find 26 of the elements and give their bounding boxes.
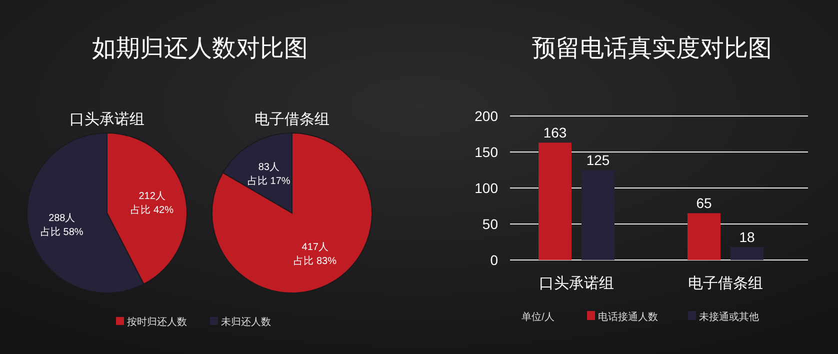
data-label: 65 [696,195,712,212]
y-tick-label: 100 [474,180,498,196]
data-label: 125 [586,152,610,168]
value-label: 417人占比 83% [294,242,337,268]
chart-subtitle: 口头承诺组 [70,111,144,128]
data-label: 163 [543,124,567,141]
y-tick-label: 50 [482,216,498,232]
legend-item: 按时归还人数 [116,317,187,328]
legend-item: 未归还人数 [210,317,271,328]
legend-label: 电话接通人数 [598,311,658,323]
y-tick-label: 150 [474,144,498,160]
legend-item: 未接通或其他 [688,311,759,323]
chart-subtitle: 电子借条组 [254,111,330,128]
text: 单位/人 [522,311,554,323]
slice-label: 按时归还人数 [127,316,187,328]
legend-label: 未归还人数 [221,316,271,328]
legend-label: 未接通或其他 [699,311,759,323]
y-tick-label: 0 [490,252,498,268]
chart-title: 预留电话真实度对比图 [532,35,772,62]
legend-item: 电话接通人数 [587,311,658,323]
chart-title: 如期归还人数对比图 [92,35,308,62]
y-tick-label: 200 [474,108,498,124]
value-label: 83人占比 17% [247,162,290,187]
value-label: 288人占比 58% [40,212,84,238]
value-label: 212人占比 42% [130,191,174,216]
data-label: 18 [739,229,755,246]
